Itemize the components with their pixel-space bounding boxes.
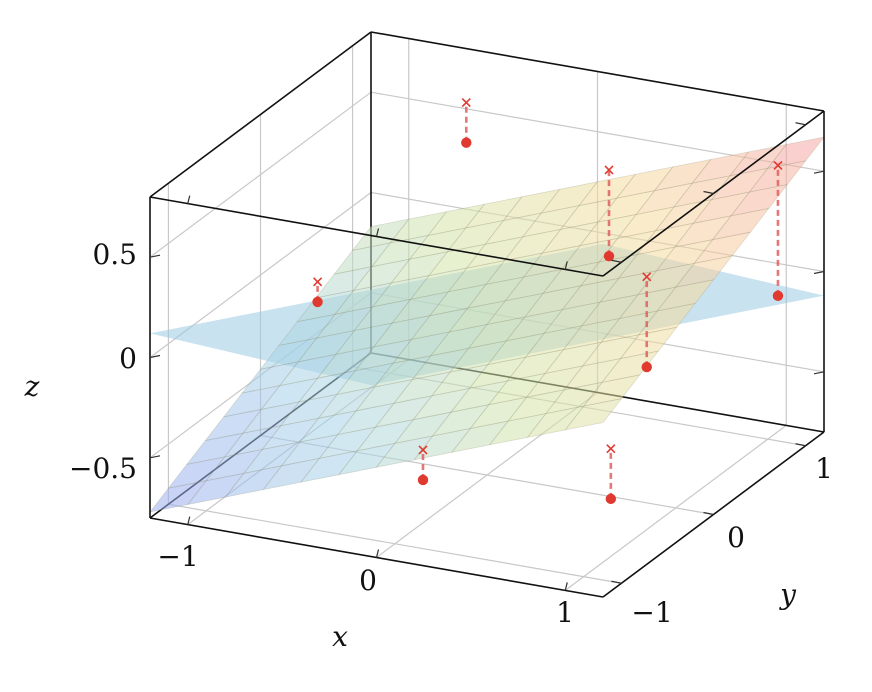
predicted-cross-stroke	[773, 160, 783, 171]
predicted-cross-stroke	[604, 165, 614, 175]
y-tick-mark	[703, 190, 714, 195]
y-tick-mark	[611, 580, 622, 584]
y-tick-label: 1	[815, 452, 833, 485]
grid-line	[149, 91, 372, 258]
observed-point	[605, 493, 617, 505]
z-tick-label: 0.5	[92, 238, 137, 271]
predicted-cross-stroke	[461, 98, 471, 108]
y-tick-mark	[795, 122, 806, 126]
y-axis-label: y	[778, 578, 797, 611]
predicted-cross-stroke	[642, 272, 652, 282]
z-axis-label: z	[24, 370, 40, 403]
x-tick-mark	[187, 195, 191, 204]
z-tick-mark	[813, 371, 825, 375]
observed-point	[772, 290, 784, 302]
y-tick-mark	[611, 259, 622, 263]
grid-line	[168, 503, 622, 584]
z-tick-mark	[149, 254, 161, 258]
predicted-point	[604, 165, 614, 175]
z-tick-label: 0	[119, 342, 137, 375]
y-tick-label: −1	[631, 596, 672, 629]
predicted-point	[642, 272, 652, 282]
x-tick-mark	[564, 582, 568, 591]
z-tick-mark	[149, 354, 161, 359]
box-edge	[149, 31, 372, 198]
box-edge	[370, 31, 825, 112]
fitted-plane-cell	[564, 398, 623, 431]
x-tick-mark	[564, 261, 568, 270]
x-axis-label: x	[332, 620, 348, 653]
x-tick-label: −1	[157, 540, 198, 573]
predicted-point	[773, 160, 783, 171]
observed-point	[417, 474, 429, 486]
observed-point	[312, 296, 323, 308]
x-tick-mark	[375, 228, 380, 237]
x-tick-mark	[187, 516, 191, 525]
observed-point	[641, 361, 652, 373]
predicted-point	[461, 98, 471, 108]
surfaces	[149, 136, 825, 513]
z-tick-mark	[149, 455, 161, 459]
x-tick-label: 1	[556, 596, 574, 629]
predicted-cross-stroke	[418, 445, 428, 455]
observed-point	[603, 250, 615, 262]
y-tick-mark	[703, 511, 714, 516]
data-points	[312, 98, 784, 505]
z-tick-mark	[813, 170, 825, 174]
x-tick-label: 0	[359, 564, 377, 597]
predicted-cross-stroke	[313, 277, 323, 287]
predicted-point	[606, 444, 616, 454]
predicted-point	[418, 445, 428, 455]
tick-marks	[149, 122, 825, 591]
residual-stems	[316, 102, 780, 499]
z-tick-mark	[813, 270, 825, 275]
z-tick-label: −0.5	[69, 452, 137, 485]
observed-point	[461, 137, 472, 148]
x-tick-mark	[375, 549, 380, 558]
predicted-cross-stroke	[606, 444, 616, 454]
y-tick-mark	[795, 443, 806, 447]
predicted-point	[313, 277, 323, 287]
y-tick-label: 0	[727, 521, 745, 554]
